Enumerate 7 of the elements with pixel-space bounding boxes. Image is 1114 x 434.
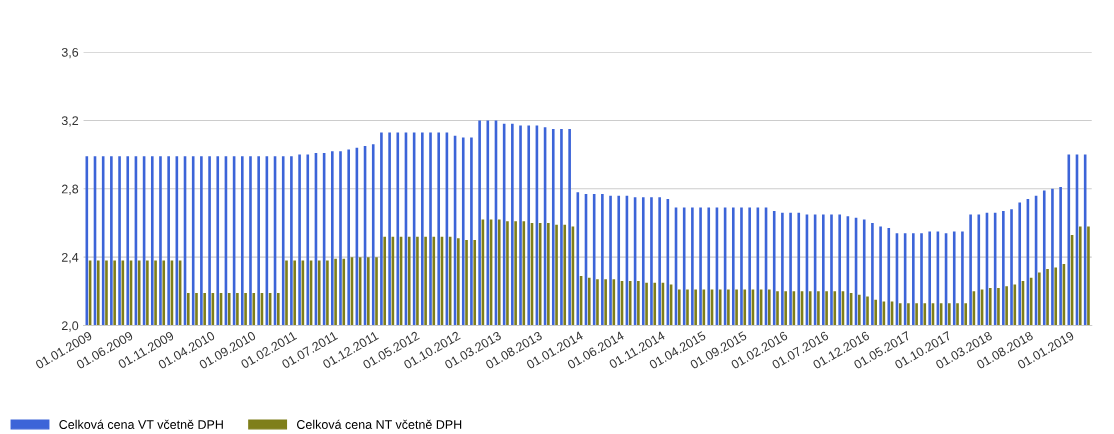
legend-label: Celková cena NT včetně DPH <box>297 419 462 429</box>
y-tick-label: 3,2 <box>61 116 79 127</box>
y-tick-label: 2,4 <box>61 252 79 264</box>
y-tick-label: 2,8 <box>61 184 79 195</box>
y-tick-label: 3,6 <box>61 47 79 59</box>
y-tick-label: 2,0 <box>61 321 79 332</box>
legend-label: Celková cena VT včetně DPH <box>59 419 223 429</box>
